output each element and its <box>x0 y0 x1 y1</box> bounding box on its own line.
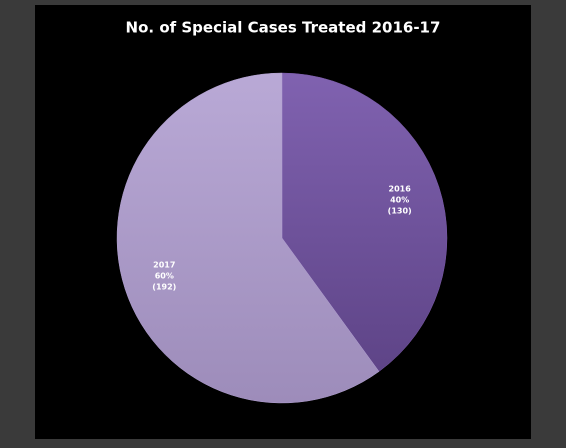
slice-label: 60% <box>155 272 174 281</box>
chart-title: No. of Special Cases Treated 2016-17 <box>126 19 441 37</box>
slice-label: (192) <box>152 283 176 292</box>
pie-slice <box>116 72 380 404</box>
slice-label: 40% <box>390 195 409 204</box>
slice-label: 2017 <box>153 261 175 270</box>
slice-label: 2016 <box>389 184 412 193</box>
slice-label: (130) <box>388 206 412 215</box>
pie-slice <box>281 72 448 372</box>
